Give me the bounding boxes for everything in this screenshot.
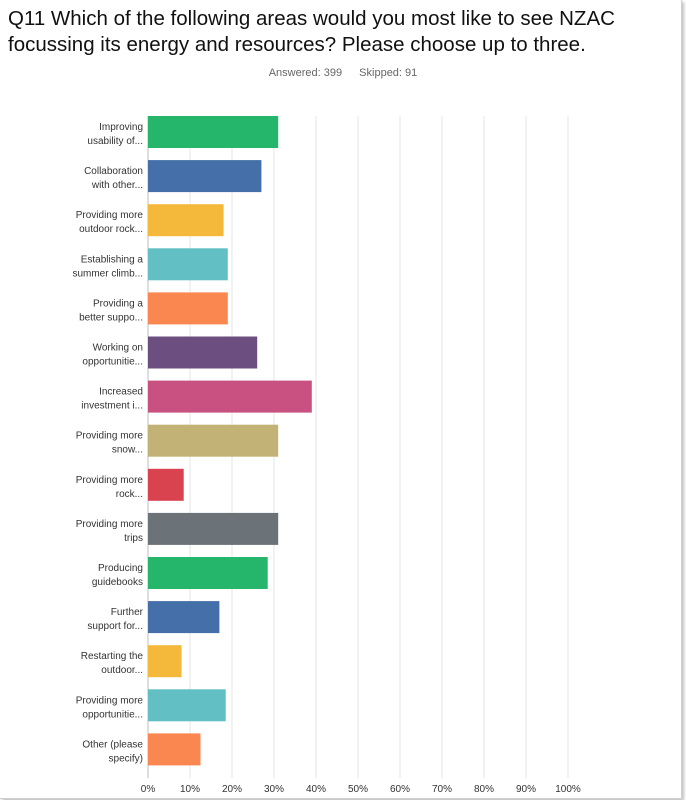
category-label: Producing guidebooks: [92, 563, 143, 588]
bar: [148, 336, 258, 369]
category-label: Providing more snow...: [76, 431, 144, 456]
bar: [148, 248, 228, 281]
answered-count: Answered: 399: [268, 67, 343, 79]
category-label: Increased investment i...: [81, 387, 143, 412]
bar: [148, 512, 279, 545]
category-label: Restarting the outdoor...: [81, 651, 144, 676]
bar: [148, 733, 201, 766]
x-axis-ticks: 0% 10% 20% 30% 40% 50% 60% 70% 80% 90% 100%: [141, 784, 581, 795]
bar: [148, 468, 184, 501]
bar: [148, 380, 312, 413]
grid-lines: [147, 116, 569, 778]
category-labels: Improving usability of... Collaboration wit…: [72, 122, 143, 764]
bar: [148, 557, 268, 589]
bar: [148, 601, 220, 634]
category-label: Providing more rock...: [76, 475, 144, 500]
category-label: Providing more outdoor rock...: [76, 210, 144, 235]
bar: [148, 204, 224, 237]
bar: [148, 424, 279, 457]
category-label: Other (please specify): [82, 739, 143, 764]
response-stats: Answered: 399 Skipped: 91: [0, 67, 686, 79]
x-tick-label: 100%: [555, 784, 581, 795]
bar: [148, 689, 226, 722]
x-tick-label: 60%: [390, 784, 410, 795]
category-label: Providing more opportunitie...: [76, 695, 144, 720]
skipped-count: Skipped: 91: [359, 67, 418, 79]
category-label: Establishing a summer climb...: [72, 254, 143, 279]
x-tick-label: 30%: [264, 784, 284, 795]
bars: [148, 116, 312, 766]
x-tick-label: 20%: [222, 784, 242, 795]
x-tick-label: 90%: [516, 784, 536, 795]
bar: [148, 645, 182, 678]
category-label: Collaboration with other...: [84, 166, 143, 191]
x-tick-label: 70%: [432, 784, 452, 795]
question-title: Q11 Which of the following areas would y…: [8, 7, 615, 56]
bar: [148, 116, 279, 148]
category-label: Working on opportunitie...: [82, 343, 143, 368]
category-label: Further support for...: [87, 607, 143, 632]
x-tick-label: 50%: [348, 784, 368, 795]
x-tick-label: 10%: [180, 784, 200, 795]
x-tick-label: 0%: [141, 784, 156, 795]
x-tick-label: 40%: [306, 784, 326, 795]
bar: [148, 292, 228, 325]
bar: [148, 160, 262, 193]
category-label: Improving usability of...: [87, 122, 143, 147]
x-tick-label: 80%: [474, 784, 494, 795]
category-label: Providing a better suppo...: [79, 298, 143, 323]
category-label: Providing more trips: [76, 519, 144, 544]
